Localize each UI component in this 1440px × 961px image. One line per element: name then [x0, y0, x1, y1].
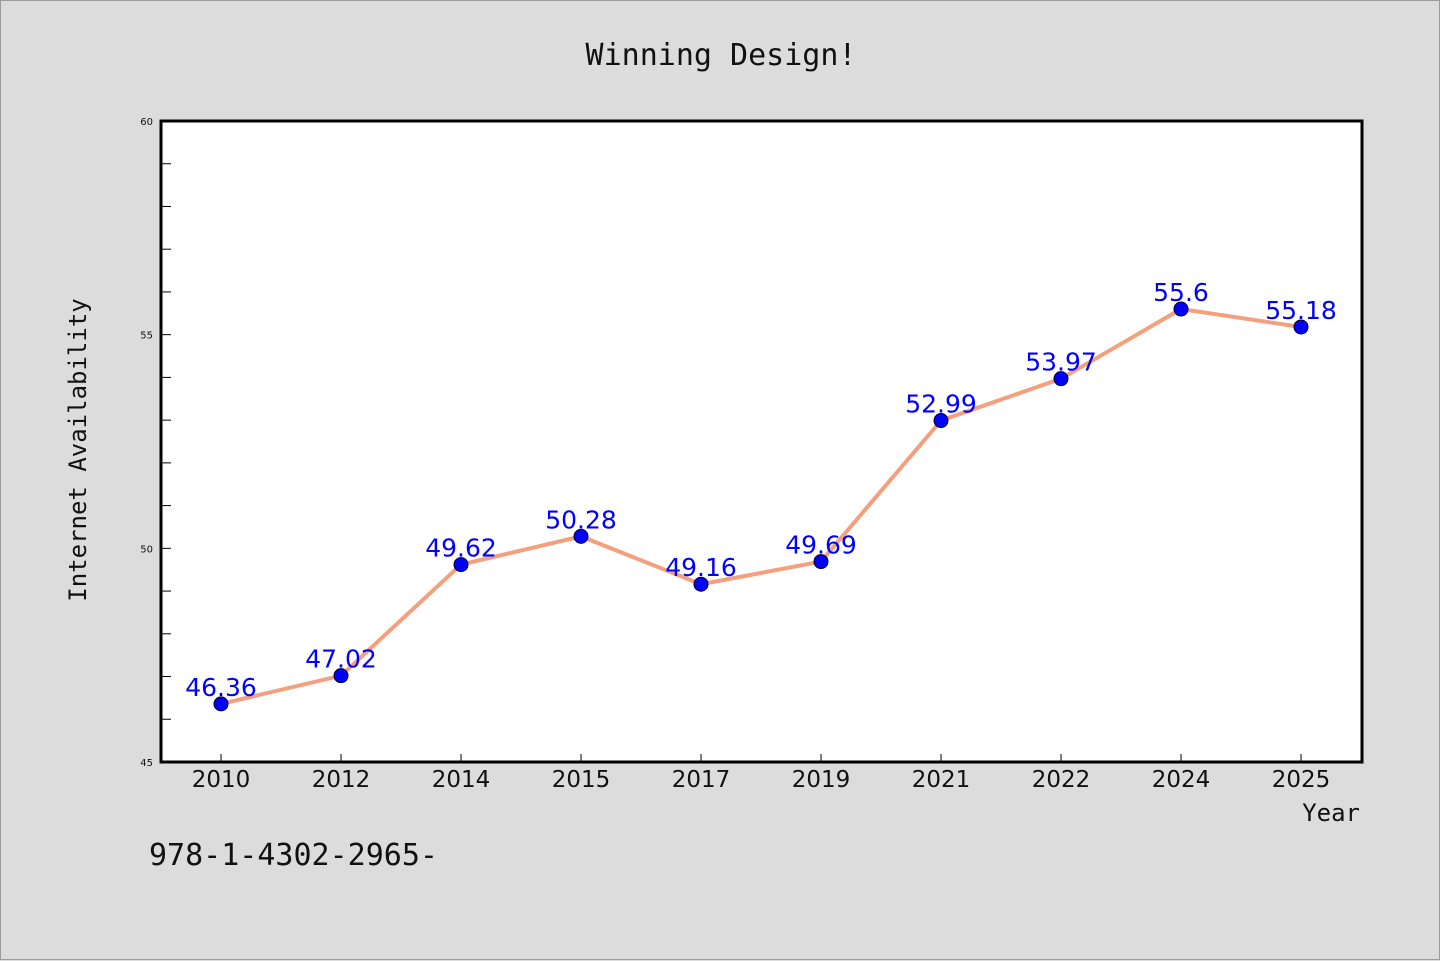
y-axis: 45 50 55 60	[140, 117, 171, 769]
data-label: 53.97	[1025, 348, 1097, 377]
data-point	[933, 413, 949, 429]
x-tick-label: 2019	[792, 767, 851, 793]
y-axis-label: Internet Availability	[64, 298, 92, 601]
data-label: 55.6	[1153, 278, 1209, 307]
data-point	[693, 576, 709, 592]
markers-group	[213, 301, 1309, 712]
y-tick-label: 45	[140, 758, 153, 769]
y-tick-label: 55	[140, 331, 153, 342]
x-tick-label: 2010	[192, 767, 251, 793]
x-tick-label: 2025	[1272, 767, 1331, 793]
data-label: 49.69	[785, 531, 857, 560]
series-line	[220, 307, 1302, 706]
data-point	[1053, 371, 1069, 387]
data-label: 46.36	[185, 673, 257, 702]
x-axis: 2010 2012 2014 2015 2017 2019 2021 2022 2024 2025	[192, 754, 1331, 793]
x-tick-label: 2015	[552, 767, 611, 793]
x-tick-label: 2012	[312, 767, 371, 793]
data-label: 49.16	[665, 553, 737, 582]
data-point	[453, 557, 469, 573]
data-point	[213, 696, 229, 712]
series-line-group	[220, 307, 1302, 706]
data-label: 49.62	[425, 534, 497, 563]
data-label: 50.28	[545, 505, 617, 534]
data-point	[1293, 319, 1309, 335]
x-tick-label: 2017	[672, 767, 731, 793]
y-tick-label: 50	[140, 544, 153, 555]
data-point	[573, 528, 589, 544]
data-label: 52.99	[905, 390, 977, 419]
x-tick-label: 2022	[1032, 767, 1091, 793]
x-tick-label: 2024	[1152, 767, 1211, 793]
x-tick-label: 2021	[912, 767, 971, 793]
footnote-text: 978-1-4302-2965-	[149, 838, 438, 873]
data-point	[1173, 301, 1189, 317]
data-point	[333, 668, 349, 684]
data-point	[813, 554, 829, 570]
x-tick-label: 2014	[432, 767, 491, 793]
data-label: 55.18	[1265, 296, 1337, 325]
x-axis-label: Year	[1302, 799, 1360, 827]
y-tick-label: 60	[140, 117, 153, 128]
chart-title: Winning Design!	[586, 38, 857, 73]
data-label: 47.02	[305, 645, 377, 674]
data-labels-group: 46.36 47.02 49.62 50.28 49.16 49.69 52.99 53.97…	[185, 278, 1337, 702]
